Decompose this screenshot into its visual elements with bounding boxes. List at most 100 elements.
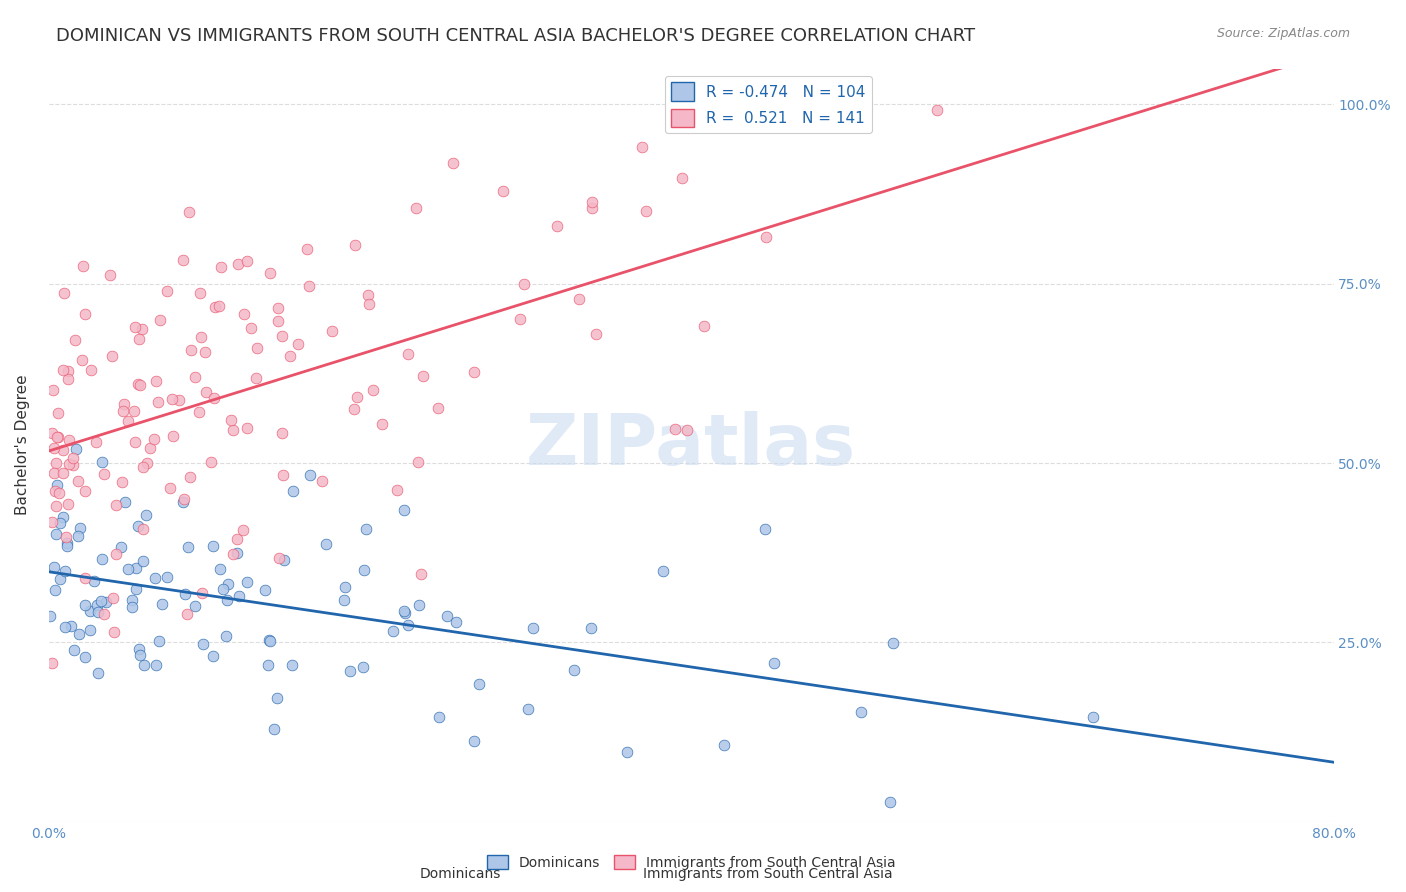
Point [187, 405, 209, 419]
Point [287, 336, 309, 351]
Point [392, 604, 415, 618]
Point [101, 349, 124, 363]
Point [385, 483, 408, 497]
Point [91, 455, 114, 469]
Point [693, 319, 716, 334]
Point [66, 474, 89, 488]
Point [63, 333, 86, 347]
Text: DOMINICAN VS IMMIGRANTS FROM SOUTH CENTRAL ASIA BACHELOR'S DEGREE CORRELATION CH: DOMINICAN VS IMMIGRANTS FROM SOUTH CENTR… [56, 27, 976, 45]
Point [124, 320, 146, 334]
Point [90, 594, 112, 608]
Point [75, 571, 97, 585]
Point [240, 321, 263, 335]
Point [581, 621, 603, 635]
Text: Immigrants from South Central Asia: Immigrants from South Central Asia [644, 867, 893, 881]
Point [75, 649, 97, 664]
Point [45, 430, 67, 444]
Point [45, 500, 67, 514]
Point [143, 571, 166, 585]
Point [271, 467, 294, 482]
Point [110, 540, 132, 554]
Point [236, 420, 259, 434]
Point [121, 600, 143, 615]
Point [236, 253, 259, 268]
Point [42, 560, 65, 574]
Point [117, 414, 139, 428]
Point [335, 580, 357, 594]
Point [217, 577, 239, 591]
Point [315, 537, 337, 551]
Point [56, 539, 79, 553]
Point [104, 547, 127, 561]
Point [343, 402, 366, 417]
Point [56, 496, 79, 510]
Point [882, 636, 904, 650]
Point [522, 621, 544, 635]
Point [58, 364, 80, 378]
Point [104, 498, 127, 512]
Point [371, 417, 394, 431]
Point [79, 623, 101, 637]
Point [162, 429, 184, 443]
Point [259, 633, 281, 648]
Point [162, 392, 184, 406]
Point [86, 598, 108, 612]
Point [73, 598, 96, 612]
Point [226, 546, 249, 560]
Point [52, 466, 75, 480]
Point [215, 592, 238, 607]
Point [42, 383, 65, 397]
Point [128, 378, 150, 392]
Point [62, 458, 84, 473]
Point [132, 459, 155, 474]
Point [333, 593, 356, 607]
Point [363, 383, 385, 397]
Point [131, 322, 153, 336]
Text: Dominicans: Dominicans [419, 867, 501, 881]
Point [39, 608, 62, 623]
Point [111, 475, 134, 490]
Point [79, 604, 101, 618]
Point [127, 376, 149, 391]
Point [55, 530, 77, 544]
Point [114, 495, 136, 509]
Point [122, 404, 145, 418]
Point [65, 442, 87, 456]
Point [392, 503, 415, 517]
Point [49, 516, 72, 530]
Point [149, 313, 172, 327]
Legend: Dominicans, Immigrants from South Central Asia: Dominicans, Immigrants from South Centra… [481, 849, 901, 875]
Point [148, 633, 170, 648]
Point [246, 341, 269, 355]
Point [236, 575, 259, 590]
Point [132, 522, 155, 536]
Point [634, 203, 657, 218]
Point [184, 370, 207, 384]
Point [128, 648, 150, 662]
Point [676, 423, 699, 437]
Point [396, 347, 419, 361]
Point [98, 268, 121, 282]
Point [346, 390, 368, 404]
Text: Source: ZipAtlas.com: Source: ZipAtlas.com [1216, 27, 1350, 40]
Point [148, 395, 170, 409]
Point [44, 483, 66, 498]
Point [267, 301, 290, 315]
Point [436, 608, 458, 623]
Point [135, 508, 157, 522]
Point [62, 450, 84, 465]
Point [87, 605, 110, 619]
Point [60, 618, 83, 632]
Point [202, 391, 225, 405]
Point [125, 560, 148, 574]
Point [281, 657, 304, 672]
Point [45, 527, 67, 541]
Point [194, 384, 217, 399]
Point [190, 330, 212, 344]
Point [80, 363, 103, 377]
Point [208, 562, 231, 576]
Point [651, 564, 673, 578]
Point [193, 345, 215, 359]
Point [411, 567, 433, 582]
Point [177, 205, 200, 219]
